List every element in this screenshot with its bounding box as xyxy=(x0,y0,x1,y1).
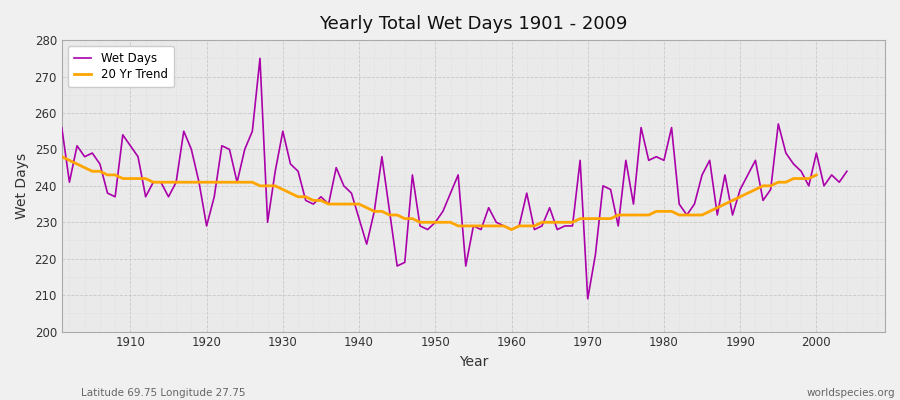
20 Yr Trend xyxy=(514,224,525,228)
Line: 20 Yr Trend: 20 Yr Trend xyxy=(62,157,816,230)
X-axis label: Year: Year xyxy=(459,355,488,369)
Text: Latitude 69.75 Longitude 27.75: Latitude 69.75 Longitude 27.75 xyxy=(81,388,246,398)
Wet Days xyxy=(842,169,852,174)
Y-axis label: Wet Days: Wet Days xyxy=(15,153,29,219)
Wet Days xyxy=(582,296,593,301)
Legend: Wet Days, 20 Yr Trend: Wet Days, 20 Yr Trend xyxy=(68,46,174,87)
Wet Days xyxy=(255,56,266,61)
20 Yr Trend xyxy=(57,154,68,159)
Wet Days xyxy=(79,154,90,159)
Wet Days xyxy=(788,162,799,166)
Wet Days xyxy=(453,172,464,177)
20 Yr Trend xyxy=(758,184,769,188)
20 Yr Trend xyxy=(780,180,791,185)
Title: Yearly Total Wet Days 1901 - 2009: Yearly Total Wet Days 1901 - 2009 xyxy=(320,15,627,33)
Wet Days xyxy=(262,220,273,225)
20 Yr Trend xyxy=(446,220,456,225)
Text: worldspecies.org: worldspecies.org xyxy=(807,388,896,398)
20 Yr Trend xyxy=(202,180,212,185)
Wet Days xyxy=(292,169,303,174)
Wet Days xyxy=(57,125,68,130)
Wet Days xyxy=(826,172,837,177)
Line: Wet Days: Wet Days xyxy=(62,58,847,299)
20 Yr Trend xyxy=(231,180,242,185)
20 Yr Trend xyxy=(811,172,822,177)
20 Yr Trend xyxy=(506,227,517,232)
